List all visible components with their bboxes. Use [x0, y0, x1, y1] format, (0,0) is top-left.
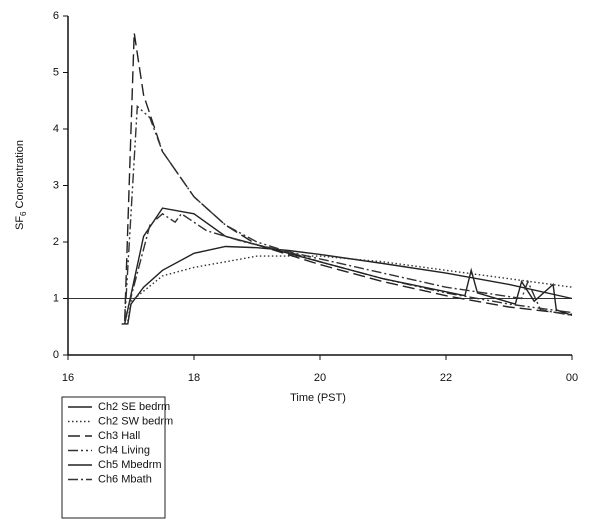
y-title-sub: 6 — [19, 211, 28, 216]
y-tick-label: 0 — [53, 349, 59, 361]
y-title-main: SF — [14, 216, 26, 230]
series-line — [124, 32, 573, 322]
x-axis-title: Time (PST) — [290, 392, 346, 404]
y-title-rest: Concentration — [14, 140, 26, 209]
x-tick-label: 18 — [188, 372, 200, 384]
legend-label: Ch2 SE bedrm — [98, 401, 170, 413]
legend-label: Ch3 Hall — [98, 430, 140, 442]
y-tick-label: 6 — [53, 10, 59, 22]
legend-box — [61, 396, 166, 519]
x-tick-label: 20 — [314, 372, 326, 384]
legend-label: Ch4 Living — [98, 444, 150, 456]
x-tick-label: 16 — [62, 372, 74, 384]
series-line — [124, 207, 573, 325]
series-line — [121, 245, 573, 325]
series-line — [124, 104, 573, 322]
series-line — [124, 212, 573, 322]
y-tick-label: 2 — [53, 236, 59, 248]
y-tick-label: 3 — [53, 179, 59, 191]
legend-label: Ch5 Mbedrm — [98, 459, 162, 471]
legend-label: Ch2 SW bedrm — [98, 415, 173, 427]
y-axis-title: SF6 Concentration — [14, 140, 28, 230]
y-tick-label: 5 — [53, 66, 59, 78]
y-tick-label: 4 — [53, 123, 59, 135]
x-tick-label: 22 — [440, 372, 452, 384]
y-tick-label: 1 — [53, 292, 59, 304]
legend-label: Ch6 Mbath — [98, 473, 152, 485]
series-line — [127, 255, 573, 322]
x-tick-label: 00 — [566, 372, 578, 384]
